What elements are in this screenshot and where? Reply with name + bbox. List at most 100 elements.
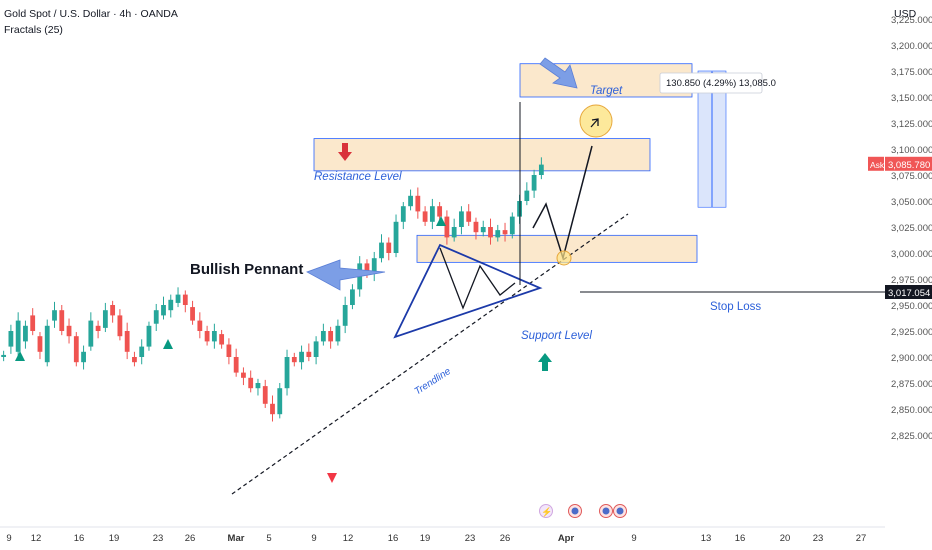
stop-price: 3,017.054 [888,288,930,299]
y-tick-label: 2,900.000 [891,353,932,364]
candle-body [102,310,108,328]
ask-price-tag [885,156,932,171]
candle-body [175,294,181,303]
candle-body [81,351,86,363]
x-tick-label: 26 [185,533,196,544]
candle-body [219,334,225,345]
y-tick-label: 2,925.000 [891,327,932,338]
x-tick-label: 20 [780,533,791,544]
fractal-up-marker [15,351,25,361]
candle-body [73,336,79,363]
candle-body [168,299,174,311]
y-tick-label: 3,200.000 [891,41,932,52]
x-tick-label: 27 [856,533,867,544]
candle-body [342,305,348,326]
bullish-pennant-label: Bullish Pennant [190,261,303,278]
candle-body [291,357,297,363]
candle-body [204,331,210,342]
fractal-up-marker [436,216,446,226]
target-label: Target [590,85,623,97]
resistance-zone[interactable] [313,138,651,172]
pennant-pointer-arrow [306,259,386,291]
candle-body [37,336,43,352]
candle-body [52,310,57,321]
candle-body [379,242,384,259]
candle-body [146,325,152,347]
candle-body [132,357,137,363]
x-tick-label: 16 [388,533,399,544]
candle-body [429,206,435,222]
y-tick-label: 3,000.000 [891,249,932,260]
stop-price-tag [885,285,932,299]
candle-body [524,190,530,201]
lightning-glyph: ⚡ [541,506,552,518]
candle-body [488,227,493,238]
y-tick-label: 3,100.000 [891,145,932,156]
candle-body [335,325,341,342]
y-tick-label: 3,125.000 [891,119,932,130]
candle-body [277,388,283,415]
candle-body [161,305,166,316]
x-tick-label: 12 [343,533,354,544]
x-tick-label: 9 [6,533,11,544]
event-lightning-icon[interactable] [539,504,553,518]
y-tick-label: 3,175.000 [891,67,932,78]
projection-path [532,145,593,261]
candle-body [531,175,537,191]
candle-body [393,221,399,253]
pennant-zigzag [439,247,516,310]
candle-body [437,206,443,217]
candle-body [153,310,159,324]
trendline-label: Trendline [413,366,454,398]
y-tick-label: 3,050.000 [891,197,932,208]
trendline[interactable] [231,213,629,495]
ask-price: 3,085.780 [888,160,930,171]
candle-body [197,320,203,331]
y-tick-label: 2,850.000 [891,405,932,416]
candle-body [422,211,428,222]
candle-body [95,325,101,331]
candle-body [1,354,7,357]
candle-body [415,195,421,212]
candle-body [30,315,36,331]
candle-body [226,344,232,357]
candle-body [270,403,275,415]
y-tick-label: 3,025.000 [891,223,932,234]
y-tick-label: 2,825.000 [891,431,932,442]
indicator-label[interactable]: Fractals (25) [4,24,63,36]
candle-body [313,341,319,357]
currency-label[interactable]: USD [894,8,917,20]
y-tick-label: 2,875.000 [891,379,932,390]
flag-inner [571,507,579,515]
resistance-label: Resistance Level [314,171,402,183]
candle-body [408,195,413,207]
candle-body [509,216,515,235]
fractal-up-marker [163,339,173,349]
candle-body [364,263,370,274]
ask-label: Ask [870,160,885,170]
candle-body [386,242,392,253]
pennant-triangle[interactable] [393,243,543,339]
candle-body [248,377,254,389]
flag-inner [616,507,624,515]
candle-body [480,227,486,233]
candle-body [459,211,464,227]
candle-body [473,221,479,233]
candle-body [328,331,334,342]
candle-body [117,315,123,337]
stop-loss-label: Stop Loss [710,301,761,313]
target-pointer-arrow [539,57,578,89]
candle-body [320,331,326,342]
pullback-circle [556,250,572,266]
symbol-title[interactable]: Gold Spot / U.S. Dollar · 4h · OANDA [4,8,178,20]
x-tick-label: 9 [631,533,636,544]
measure-label-box [659,72,763,94]
candle-body [190,307,195,321]
support-up-arrow [538,353,552,371]
candle-body [241,372,246,378]
y-tick-label: 3,075.000 [891,171,932,182]
candle-body [211,331,217,342]
x-tick-label: 16 [74,533,85,544]
ask-label-tag [868,156,884,171]
